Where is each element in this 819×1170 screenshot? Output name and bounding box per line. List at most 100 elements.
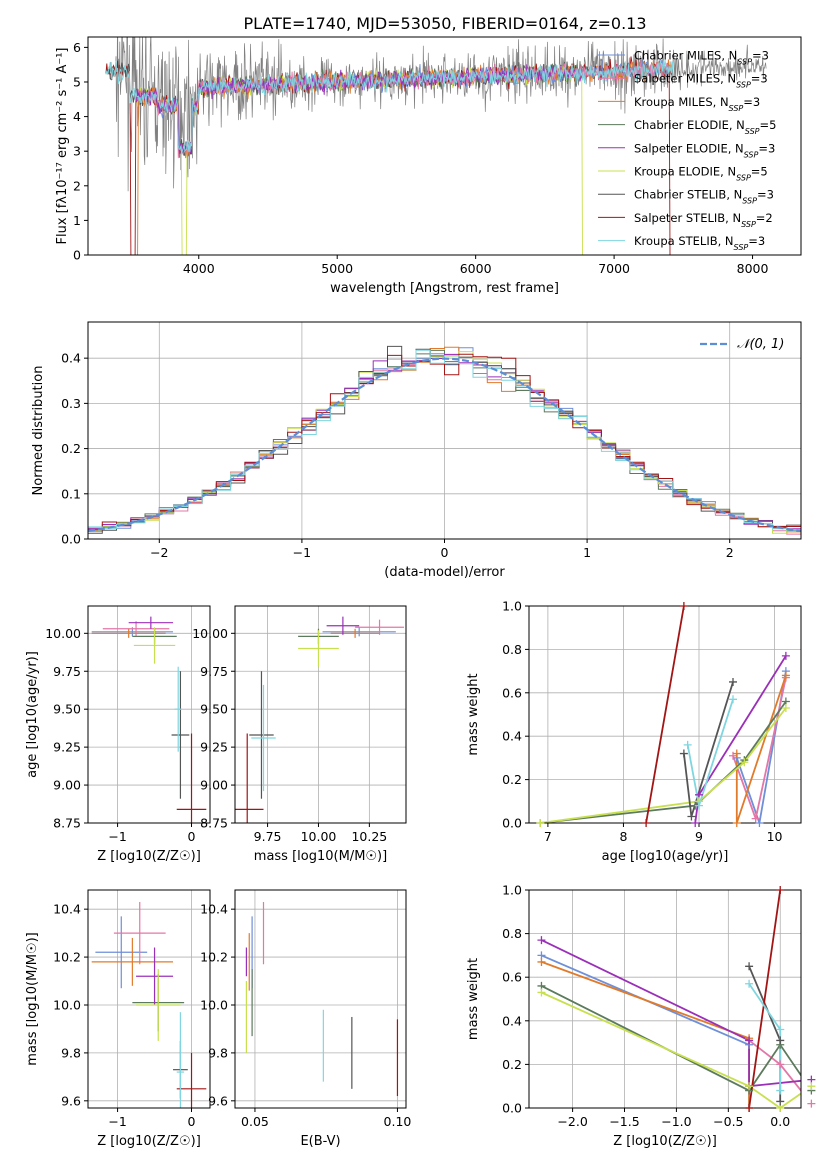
y-tick-label: 4 — [73, 109, 81, 124]
x-tick-label: 1 — [583, 545, 591, 560]
plot-area — [88, 606, 210, 823]
x-tick-label: 9.75 — [254, 829, 282, 844]
legend: Chabrier MILES, NSSP=3 Salpeter MILES, NS… — [598, 49, 776, 252]
y-tick-label: 10.00 — [45, 626, 81, 641]
y-tick-label: 1 — [73, 213, 81, 228]
mass-weight-marker — [729, 695, 737, 704]
x-tick-label: −1 — [293, 545, 311, 560]
histogram-step — [88, 346, 801, 533]
mass-weight-marker — [642, 819, 651, 827]
y-tick-label: 9.25 — [200, 740, 228, 755]
mass-weight-marker — [683, 740, 692, 749]
y-tick-label: 9.6 — [61, 1093, 81, 1108]
x-tick-label: −2 — [150, 545, 168, 560]
y-axis-label: age [log10(age/yr)] — [25, 651, 40, 778]
y-tick-label: 0.0 — [502, 1101, 522, 1116]
mass-weight-line — [683, 681, 734, 817]
y-tick-label: 0.4 — [61, 351, 81, 366]
y-tick-label: 0.6 — [502, 685, 522, 700]
y-tick-label: 6 — [73, 40, 81, 55]
mass-weight-marker — [745, 1104, 754, 1112]
y-tick-label: 9.75 — [200, 664, 228, 679]
x-tick-label: 10.25 — [351, 829, 387, 844]
mass-weight-marker — [745, 1082, 754, 1091]
mass-weight-marker — [536, 819, 545, 827]
mass-weight-line — [540, 707, 787, 823]
y-tick-label: 10.0 — [53, 997, 81, 1012]
y-axis-label: mass weight — [466, 958, 481, 1040]
panel-mass_weight_vs_Z: −2.0 −1.5 −1.0 −0.5 0.0 0.0 0.2 0.4 0.6 0.8 1.0 Z [… — [466, 883, 816, 1149]
gaussian-curve — [88, 357, 801, 533]
mass-weight-marker — [776, 1025, 785, 1034]
y-tick-label: 10.4 — [200, 902, 228, 917]
x-tick-label: 0.0 — [770, 1114, 790, 1129]
y-axis-label: Flux [fλ10⁻¹⁷ erg cm⁻² s⁻¹ A⁻¹] — [55, 48, 70, 245]
x-tick-label: −2.0 — [557, 1114, 587, 1129]
y-tick-label: 0.2 — [61, 441, 81, 456]
y-tick-label: 1.0 — [502, 883, 522, 898]
y-tick-label: 10.0 — [200, 997, 228, 1012]
legend-entry: Salpeter ELODIE, NSSP=3 — [634, 141, 775, 159]
x-axis-label: wavelength [Angstrom, rest frame] — [330, 281, 559, 296]
plot-area — [235, 890, 406, 1108]
mass-weight-marker — [687, 812, 696, 821]
y-tick-label: 2 — [73, 178, 81, 193]
panel-mass_weight_vs_age: 7 8 9 10 0.0 0.2 0.4 0.6 0.8 1.0 age [log10(age/yr… — [466, 599, 802, 864]
y-axis-label: Normed distribution — [31, 366, 46, 496]
x-axis-label: Z [log10(Z/Z☉)] — [613, 1134, 717, 1149]
mass-weight-marker — [537, 957, 546, 966]
y-tick-label: 9.00 — [200, 778, 228, 793]
x-tick-label: 6000 — [460, 261, 492, 276]
y-tick-label: 0.0 — [502, 816, 522, 831]
panel-age_vs_Z: −1 0 8.75 9.00 9.25 9.50 9.75 10.00 Z [log10(Z/Z… — [25, 605, 211, 864]
mass-weight-marker — [732, 749, 741, 758]
axes-frame — [528, 605, 802, 824]
mass-weight-marker — [695, 801, 703, 810]
axes-frame — [528, 889, 802, 1109]
x-tick-label: 4000 — [183, 261, 215, 276]
y-tick-label: 0.0 — [61, 532, 81, 547]
histogram-step — [88, 353, 801, 531]
mass-weight-marker — [776, 1036, 785, 1045]
y-tick-label: 9.50 — [200, 702, 228, 717]
mass-weight-marker — [781, 703, 790, 712]
mass-weight-marker — [679, 602, 688, 610]
x-axis-label: mass [log10(M/M☉)] — [254, 849, 387, 864]
legend-entry: Chabrier MILES, NSSP=3 — [634, 49, 769, 67]
x-tick-label: 7000 — [598, 261, 630, 276]
axes-frame — [234, 889, 407, 1109]
y-tick-label: 10.2 — [200, 950, 228, 965]
axes-frame — [87, 36, 802, 256]
x-tick-label: −0.5 — [713, 1114, 743, 1129]
panel-mass_vs_Z: −1 0 9.6 9.8 10.0 10.2 10.4 Z [log10(Z/Z☉)] mass… — [25, 889, 211, 1149]
legend-entry: Chabrier ELODIE, NSSP=5 — [634, 118, 776, 136]
mass-weight-line — [541, 985, 801, 1092]
x-tick-label: −1.0 — [661, 1114, 691, 1129]
x-axis-label: E(B-V) — [300, 1134, 340, 1149]
x-axis-label: (data-model)/error — [384, 565, 505, 580]
mass-weight-marker — [751, 814, 760, 823]
x-tick-label: 9 — [695, 829, 703, 844]
y-tick-label: 9.75 — [53, 664, 81, 679]
spectrum-title: PLATE=1740, MJD=53050, FIBERID=0164, z=0… — [243, 14, 646, 33]
mass-weight-marker — [729, 677, 737, 686]
mass-weight-marker — [776, 886, 785, 894]
x-tick-label: 8000 — [737, 261, 769, 276]
mass-weight-line — [540, 700, 787, 823]
mass-weight-line — [735, 675, 787, 823]
spectrum-model-line — [105, 59, 674, 155]
x-tick-label: 10 — [767, 829, 783, 844]
x-tick-label: −1 — [108, 1114, 126, 1129]
x-tick-label: −1.5 — [609, 1114, 639, 1129]
mass-weight-marker — [691, 819, 700, 827]
y-tick-label: 0.4 — [502, 1013, 522, 1028]
x-tick-label: 7 — [544, 829, 552, 844]
legend-entry: Salpeter MILES, NSSP=3 — [634, 72, 768, 90]
x-axis-label: age [log10(age/yr)] — [602, 849, 729, 864]
y-tick-label: 1.0 — [502, 599, 522, 614]
mass-weight-marker — [679, 749, 688, 758]
y-tick-label: 9.50 — [53, 702, 81, 717]
y-tick-label: 0.3 — [61, 396, 81, 411]
mass-weight-marker — [745, 1036, 754, 1045]
